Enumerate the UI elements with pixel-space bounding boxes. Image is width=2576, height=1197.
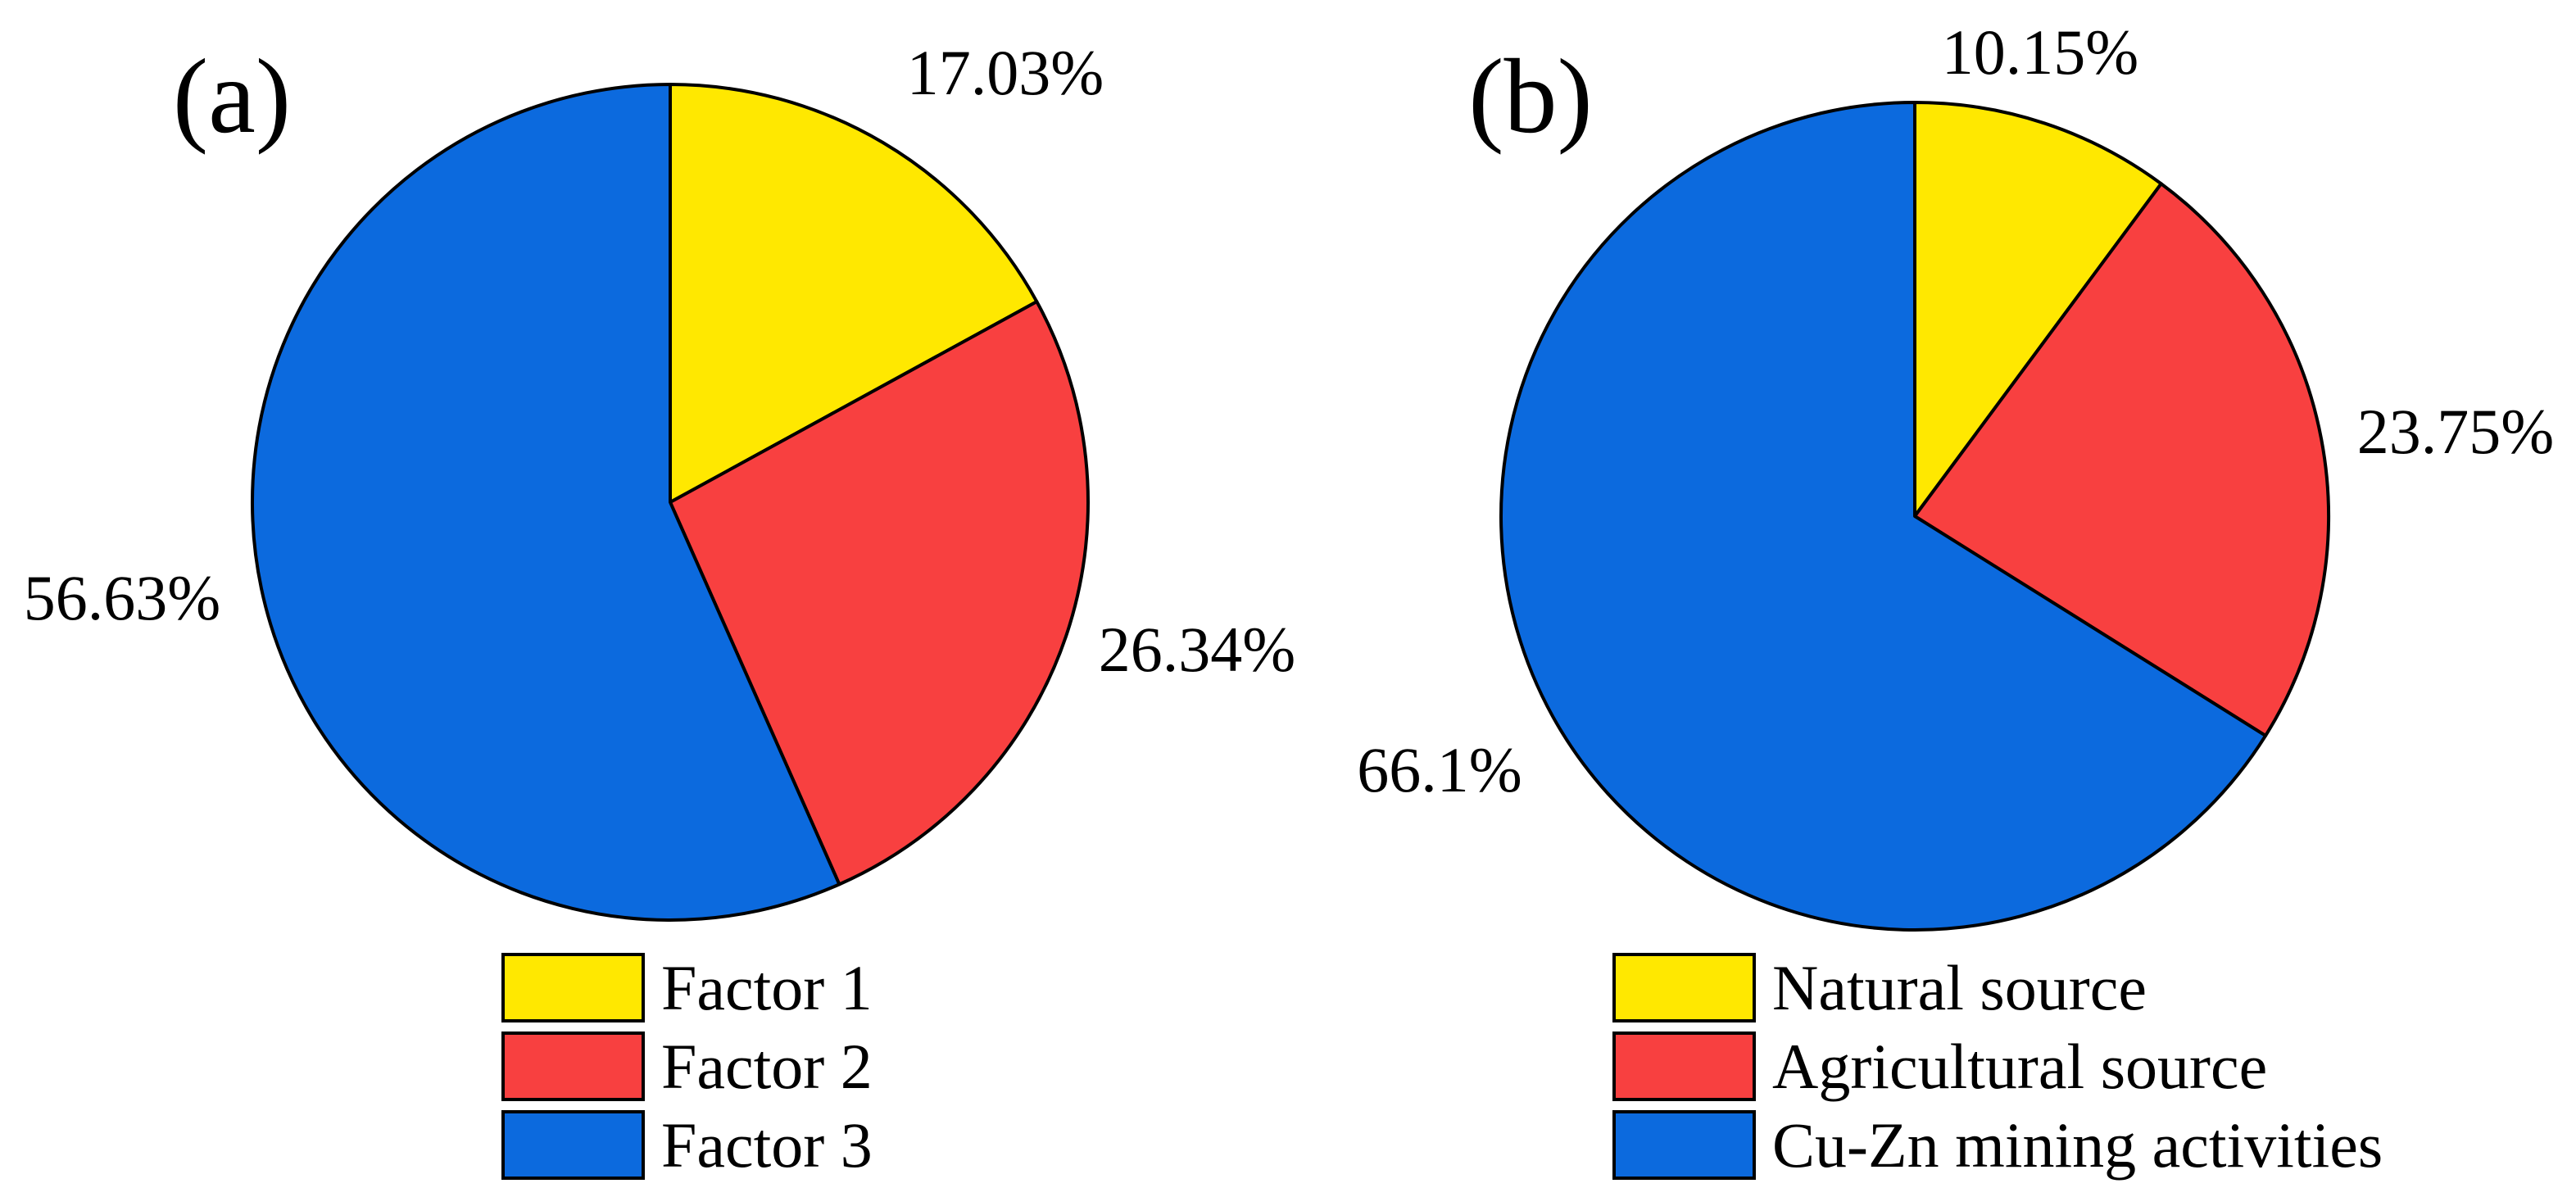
legend-label: Factor 2 — [661, 1030, 873, 1102]
legend-swatch-yellow — [501, 953, 645, 1022]
percent-label-factor-1: 17.03% — [906, 37, 1104, 108]
legend-label: Cu-Zn mining activities — [1772, 1109, 2383, 1181]
legend-item: Cu-Zn mining activities — [1612, 1110, 2383, 1180]
legend-swatch-red — [501, 1032, 645, 1101]
percent-label-agricultural-source: 23.75% — [2356, 396, 2555, 467]
legend-item: Factor 3 — [501, 1110, 873, 1180]
legend-item: Natural source — [1612, 953, 2383, 1022]
percent-label-cu-zn-mining: 66.1% — [1357, 734, 1522, 805]
pie-chart-a — [250, 83, 1090, 922]
pie-slice-factor-2 — [669, 300, 1090, 886]
pie-slice-agricultural-source — [1913, 182, 2330, 737]
panel-label-a: (a) — [172, 38, 292, 156]
legend-label: Agricultural source — [1772, 1030, 2268, 1102]
pie-slice-factor-1 — [669, 83, 1039, 504]
legend-label: Factor 3 — [661, 1109, 873, 1181]
percent-label-natural-source: 10.15% — [1941, 16, 2139, 88]
percent-label-factor-3: 56.63% — [23, 562, 221, 633]
legend-label: Factor 1 — [661, 951, 873, 1023]
pie-slice-factor-3 — [250, 83, 841, 922]
pie-chart-b — [1499, 101, 2330, 932]
legend-item: Factor 1 — [501, 953, 873, 1022]
pie-slice-natural-source — [1913, 101, 2163, 518]
legend-swatch-blue — [1612, 1110, 1756, 1180]
legend-label: Natural source — [1772, 951, 2147, 1023]
legend-swatch-red — [1612, 1032, 1756, 1101]
legend-panel-b: Natural source Agricultural source Cu-Zn… — [1612, 953, 2383, 1180]
legend-item: Agricultural source — [1612, 1032, 2383, 1101]
legend-item: Factor 2 — [501, 1032, 873, 1101]
pie-slice-cu-zn-mining-activities — [1499, 101, 2268, 932]
legend-swatch-blue — [501, 1110, 645, 1180]
panel-label-b: (b) — [1468, 38, 1593, 156]
percent-label-factor-2: 26.34% — [1098, 614, 1296, 685]
legend-panel-a: Factor 1 Factor 2 Factor 3 — [501, 953, 873, 1180]
legend-swatch-yellow — [1612, 953, 1756, 1022]
